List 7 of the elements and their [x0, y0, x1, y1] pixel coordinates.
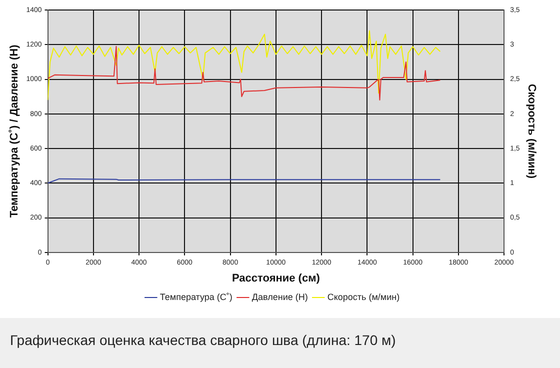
text: Графическая оценка качества сварного шва (длина: 170 м) [0, 318, 560, 368]
x-axis-title: Расстояние (см) [232, 272, 320, 284]
y-axis-title: Температура (С˚) / Давление (Н) [8, 44, 21, 218]
legend-label: Температура (С˚) [160, 292, 232, 302]
legend-label: Скорость (м/мин) [327, 292, 400, 302]
legend-label: Давление (Н) [252, 292, 308, 302]
y2-axis-title: Скорость (м/мин) [525, 84, 538, 179]
